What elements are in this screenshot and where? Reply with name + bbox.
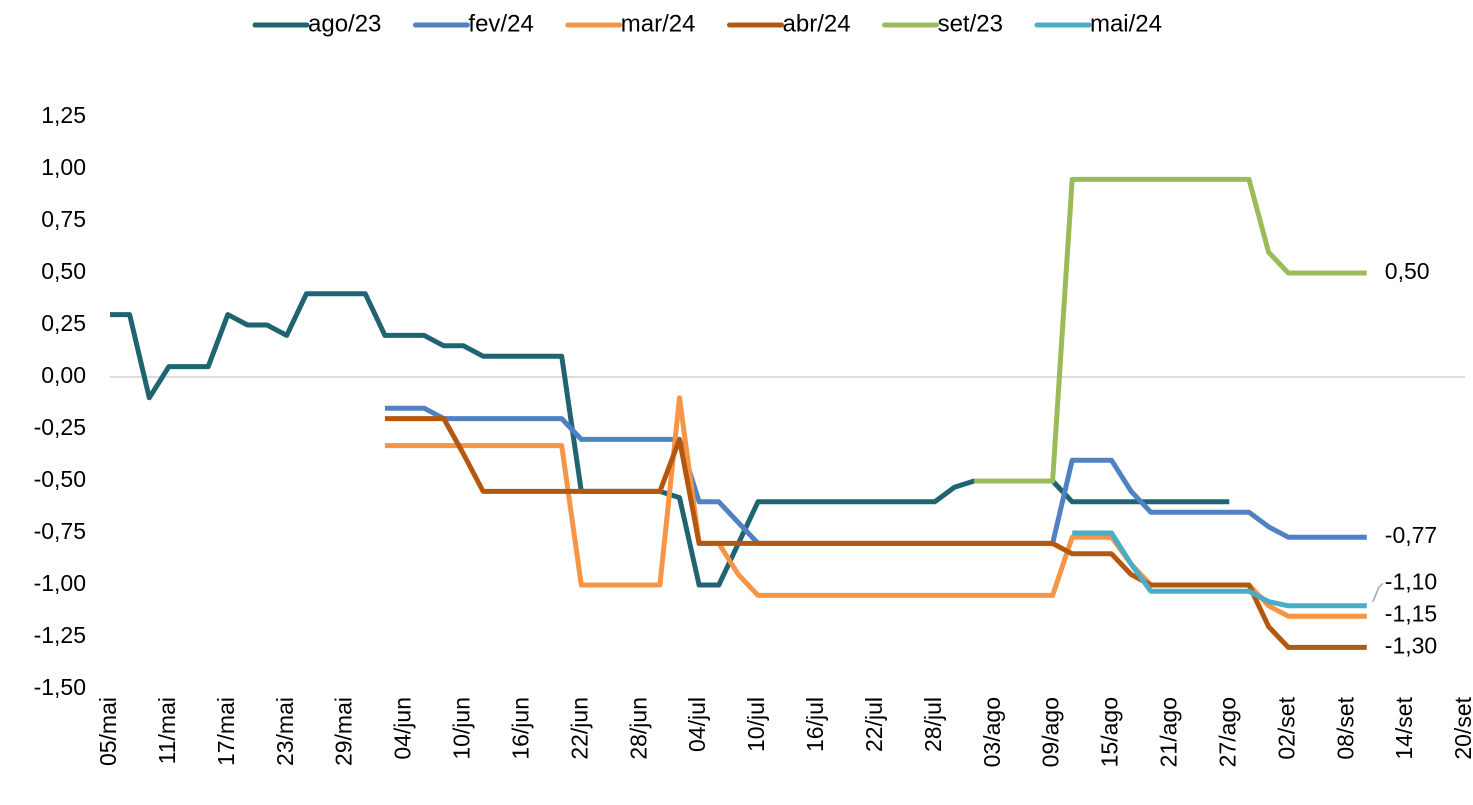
label-leader — [1372, 582, 1384, 603]
y-tick-label: 0,75 — [41, 206, 86, 232]
x-tick-label: 22/jul — [861, 697, 887, 752]
y-tick-label: 1,00 — [41, 154, 86, 180]
series-line — [974, 176, 1367, 484]
x-tick-label: 02/set — [1273, 696, 1299, 759]
x-tick-label: 11/mai — [154, 697, 180, 764]
data-label: -1,10 — [1385, 568, 1437, 594]
x-tick-label: 17/mai — [213, 697, 239, 766]
data-label: -1,30 — [1385, 632, 1437, 658]
x-tick-label: 20/set — [1450, 696, 1473, 759]
x-tick-label: 14/set — [1391, 696, 1417, 759]
series-line — [384, 405, 1367, 546]
x-tick-label: 28/jun — [625, 697, 651, 760]
x-tick-label: 04/jul — [684, 697, 710, 752]
y-tick-label: -1,00 — [34, 570, 86, 596]
y-tick-label: 0,00 — [41, 362, 86, 388]
x-tick-label: 16/jul — [802, 697, 828, 752]
series-line — [1072, 530, 1367, 609]
legend-label: fev/24 — [468, 10, 533, 37]
x-tick-label: 03/ago — [979, 697, 1005, 767]
legend-label: mai/24 — [1090, 10, 1162, 37]
y-tick-label: 0,50 — [41, 258, 86, 284]
x-tick-label: 08/set — [1332, 696, 1358, 759]
x-tick-label: 21/ago — [1156, 697, 1182, 767]
x-tick-label: 23/mai — [272, 697, 298, 766]
x-tick-label: 10/jul — [743, 697, 769, 752]
y-tick-label: -0,50 — [34, 466, 86, 492]
x-tick-label: 27/ago — [1214, 697, 1240, 767]
x-tick-label: 10/jun — [449, 697, 475, 760]
legend-label: ago/23 — [308, 10, 381, 37]
y-tick-label: -1,25 — [34, 622, 86, 648]
x-tick-label: 29/mai — [331, 697, 357, 766]
series-line — [384, 416, 1367, 650]
legend-label: mar/24 — [621, 10, 696, 37]
y-tick-label: 1,25 — [41, 102, 86, 128]
x-tick-label: 28/jul — [920, 697, 946, 752]
x-tick-label: 05/mai — [95, 697, 121, 766]
x-tick-label: 04/jun — [390, 697, 416, 760]
data-label: 0,50 — [1385, 258, 1430, 284]
legend-label: abr/24 — [783, 10, 851, 37]
y-tick-label: -0,75 — [34, 518, 86, 544]
data-label: -1,15 — [1385, 600, 1437, 626]
x-tick-label: 22/jun — [566, 697, 592, 760]
x-tick-label: 15/ago — [1097, 697, 1123, 767]
legend-label: set/23 — [938, 10, 1003, 37]
data-label: -0,77 — [1385, 522, 1437, 548]
y-tick-label: -1,50 — [34, 674, 86, 700]
x-tick-label: 16/jun — [507, 697, 533, 760]
x-tick-label: 09/ago — [1038, 697, 1064, 767]
y-tick-label: 0,25 — [41, 310, 86, 336]
y-tick-label: -0,25 — [34, 414, 86, 440]
